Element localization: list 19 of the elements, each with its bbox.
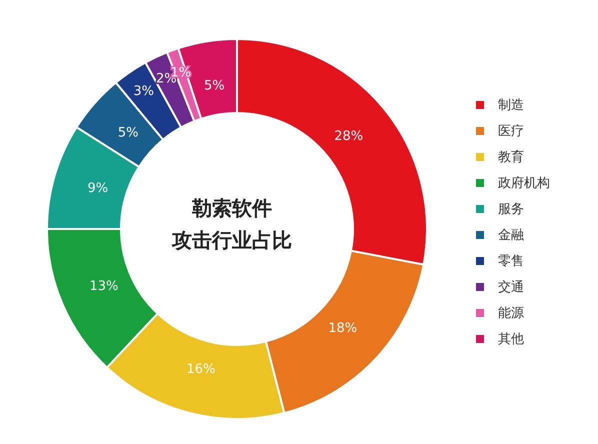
- legend-label: 政府机构: [498, 175, 550, 192]
- data-label: 28%: [334, 129, 364, 144]
- legend-label: 交通: [498, 279, 524, 296]
- legend-label: 教育: [498, 148, 524, 166]
- legend-label: 医疗: [498, 123, 524, 140]
- legend-label: 服务: [498, 201, 524, 218]
- legend-label: 其他: [498, 331, 524, 348]
- data-label: 13%: [89, 279, 118, 294]
- legend-label: 零售: [498, 253, 524, 270]
- legend-label: 能源: [498, 305, 524, 322]
- data-label: 5%: [118, 126, 139, 141]
- legend-label: 制造: [498, 97, 524, 114]
- data-label: 9%: [87, 181, 108, 196]
- legend-label: 金融: [498, 227, 524, 244]
- data-label: 5%: [204, 78, 225, 94]
- data-label: 16%: [186, 362, 216, 377]
- data-label: 3%: [133, 84, 154, 100]
- data-label: 18%: [328, 320, 358, 336]
- text: 勒索软件攻击行业占比: [171, 196, 292, 252]
